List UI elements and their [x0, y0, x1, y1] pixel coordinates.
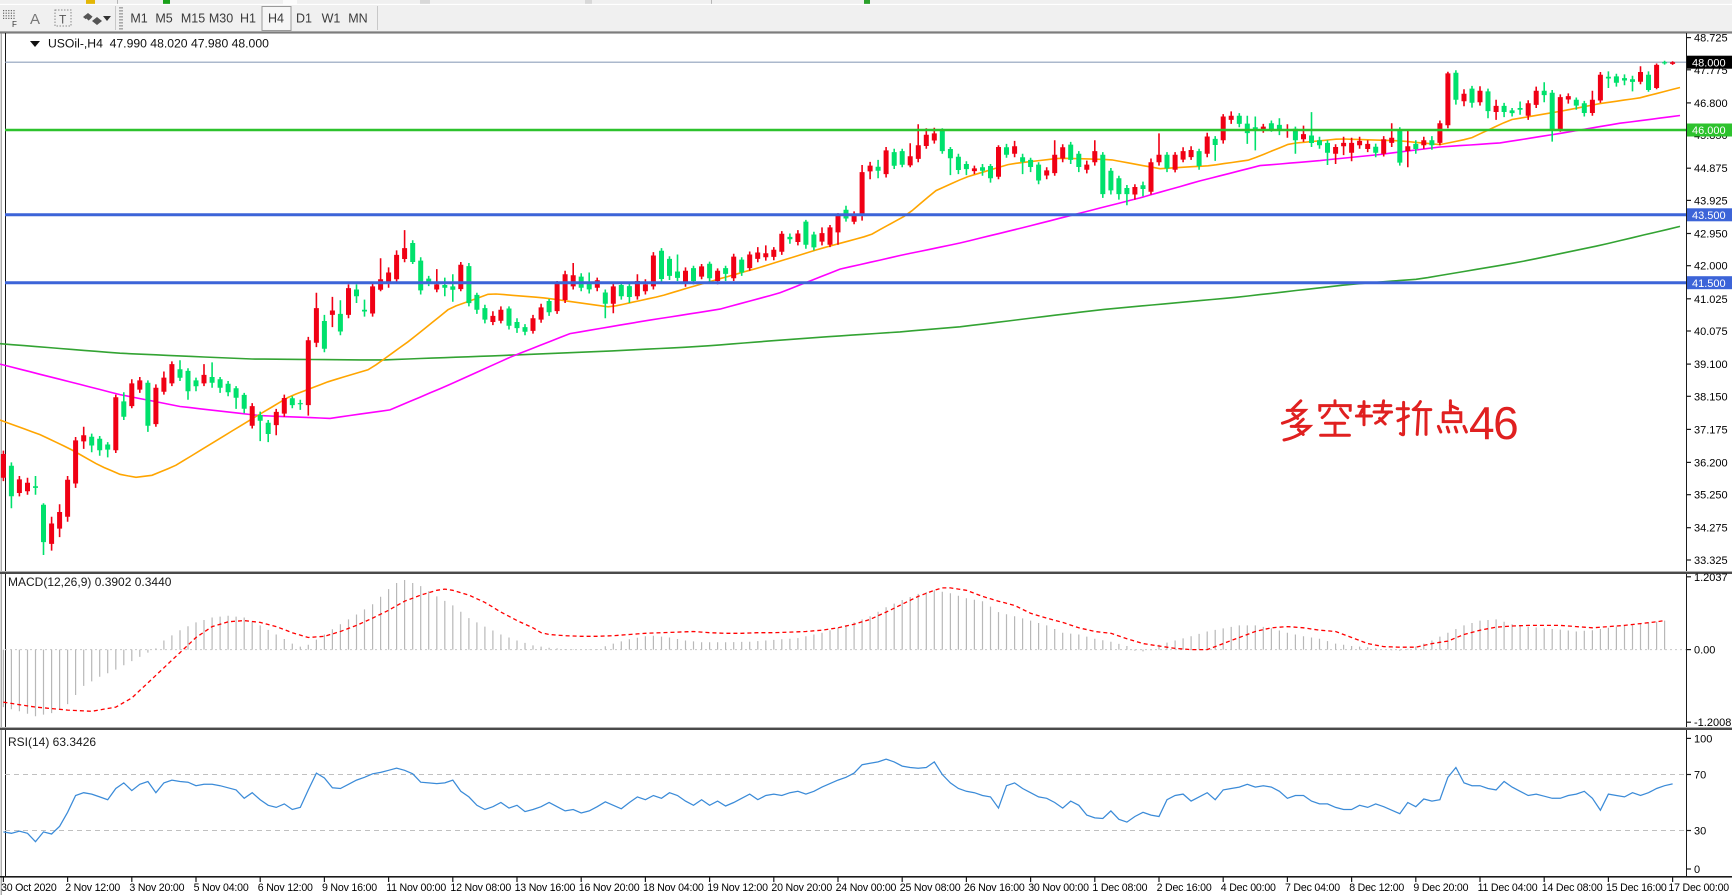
svg-text:3 Nov 20:00: 3 Nov 20:00 — [129, 882, 184, 894]
svg-text:20 Nov 20:00: 20 Nov 20:00 — [771, 882, 832, 894]
svg-text:RSI(14) 63.3426: RSI(14) 63.3426 — [8, 735, 96, 749]
svg-text:7 Dec 04:00: 7 Dec 04:00 — [1285, 882, 1340, 894]
svg-text:30: 30 — [1694, 826, 1706, 838]
svg-text:2 Nov 12:00: 2 Nov 12:00 — [65, 882, 120, 894]
svg-text:M1: M1 — [130, 12, 147, 26]
svg-text:18 Nov 04:00: 18 Nov 04:00 — [643, 882, 704, 894]
svg-text:MN: MN — [348, 12, 367, 26]
svg-text:38.150: 38.150 — [1694, 391, 1728, 403]
svg-text:100: 100 — [1694, 733, 1712, 745]
svg-text:H4: H4 — [268, 12, 284, 26]
svg-text:T: T — [59, 13, 67, 27]
svg-text:8 Dec 12:00: 8 Dec 12:00 — [1349, 882, 1404, 894]
svg-text:36.200: 36.200 — [1694, 457, 1728, 469]
svg-text:12 Nov 08:00: 12 Nov 08:00 — [450, 882, 511, 894]
svg-text:42.950: 42.950 — [1694, 229, 1728, 241]
svg-text:43.925: 43.925 — [1694, 195, 1728, 207]
svg-text:43.500: 43.500 — [1692, 210, 1726, 222]
svg-text:14 Dec 08:00: 14 Dec 08:00 — [1542, 882, 1603, 894]
svg-text:34.275: 34.275 — [1694, 523, 1728, 535]
svg-text:70: 70 — [1694, 770, 1706, 782]
svg-text:17 Dec 00:00: 17 Dec 00:00 — [1668, 882, 1729, 894]
svg-text:M15: M15 — [181, 12, 205, 26]
svg-text:9 Dec 20:00: 9 Dec 20:00 — [1413, 882, 1468, 894]
svg-text:48.000: 48.000 — [1692, 57, 1726, 69]
svg-text:35.250: 35.250 — [1694, 490, 1728, 502]
svg-text:37.175: 37.175 — [1694, 424, 1728, 436]
svg-text:A: A — [30, 11, 40, 28]
svg-text:13 Nov 16:00: 13 Nov 16:00 — [515, 882, 576, 894]
svg-text:11 Dec 04:00: 11 Dec 04:00 — [1478, 882, 1538, 894]
svg-text:15 Dec 16:00: 15 Dec 16:00 — [1606, 882, 1667, 894]
svg-text:41.500: 41.500 — [1692, 278, 1726, 290]
svg-text:26 Nov 16:00: 26 Nov 16:00 — [964, 882, 1025, 894]
svg-text:M30: M30 — [209, 12, 233, 26]
svg-text:46.800: 46.800 — [1694, 98, 1728, 110]
svg-text:5 Nov 04:00: 5 Nov 04:00 — [194, 882, 249, 894]
svg-text:F: F — [12, 20, 17, 29]
svg-text:9 Nov 16:00: 9 Nov 16:00 — [322, 882, 377, 894]
svg-text:1 Dec 08:00: 1 Dec 08:00 — [1092, 882, 1147, 894]
svg-text:44.875: 44.875 — [1694, 163, 1728, 175]
svg-text:42.000: 42.000 — [1694, 261, 1728, 273]
svg-text:11 Nov 00:00: 11 Nov 00:00 — [386, 882, 446, 894]
svg-text:2 Dec 16:00: 2 Dec 16:00 — [1157, 882, 1212, 894]
svg-text:0: 0 — [1694, 864, 1700, 876]
svg-text:25 Nov 08:00: 25 Nov 08:00 — [900, 882, 961, 894]
svg-text:-1.2008: -1.2008 — [1694, 717, 1731, 729]
svg-text:H1: H1 — [240, 12, 256, 26]
svg-text:48.725: 48.725 — [1694, 33, 1728, 45]
svg-text:33.325: 33.325 — [1694, 555, 1728, 567]
svg-text:19 Nov 12:00: 19 Nov 12:00 — [707, 882, 768, 894]
svg-text:W1: W1 — [322, 12, 341, 26]
svg-text:USOil-,H4 47.990 48.020 47.98: USOil-,H4 47.990 48.020 47.980 48.000 — [48, 37, 269, 51]
svg-text:46: 46 — [1469, 397, 1517, 449]
svg-text:30 Nov 00:00: 30 Nov 00:00 — [1028, 882, 1089, 894]
svg-text:M5: M5 — [155, 12, 172, 26]
svg-text:40.075: 40.075 — [1694, 326, 1728, 338]
svg-text:6 Nov 12:00: 6 Nov 12:00 — [258, 882, 313, 894]
svg-text:41.025: 41.025 — [1694, 294, 1728, 306]
svg-text:MACD(12,26,9) 0.3902 0.3440: MACD(12,26,9) 0.3902 0.3440 — [8, 575, 172, 589]
svg-text:4 Dec 00:00: 4 Dec 00:00 — [1221, 882, 1276, 894]
svg-text:30 Oct 2020: 30 Oct 2020 — [1, 882, 57, 894]
svg-text:24 Nov 00:00: 24 Nov 00:00 — [836, 882, 897, 894]
svg-text:39.100: 39.100 — [1694, 359, 1728, 371]
svg-text:16 Nov 20:00: 16 Nov 20:00 — [579, 882, 640, 894]
svg-text:1.2037: 1.2037 — [1694, 572, 1728, 584]
svg-text:46.000: 46.000 — [1692, 125, 1726, 137]
svg-text:0.00: 0.00 — [1694, 645, 1715, 657]
svg-text:D1: D1 — [296, 12, 312, 26]
